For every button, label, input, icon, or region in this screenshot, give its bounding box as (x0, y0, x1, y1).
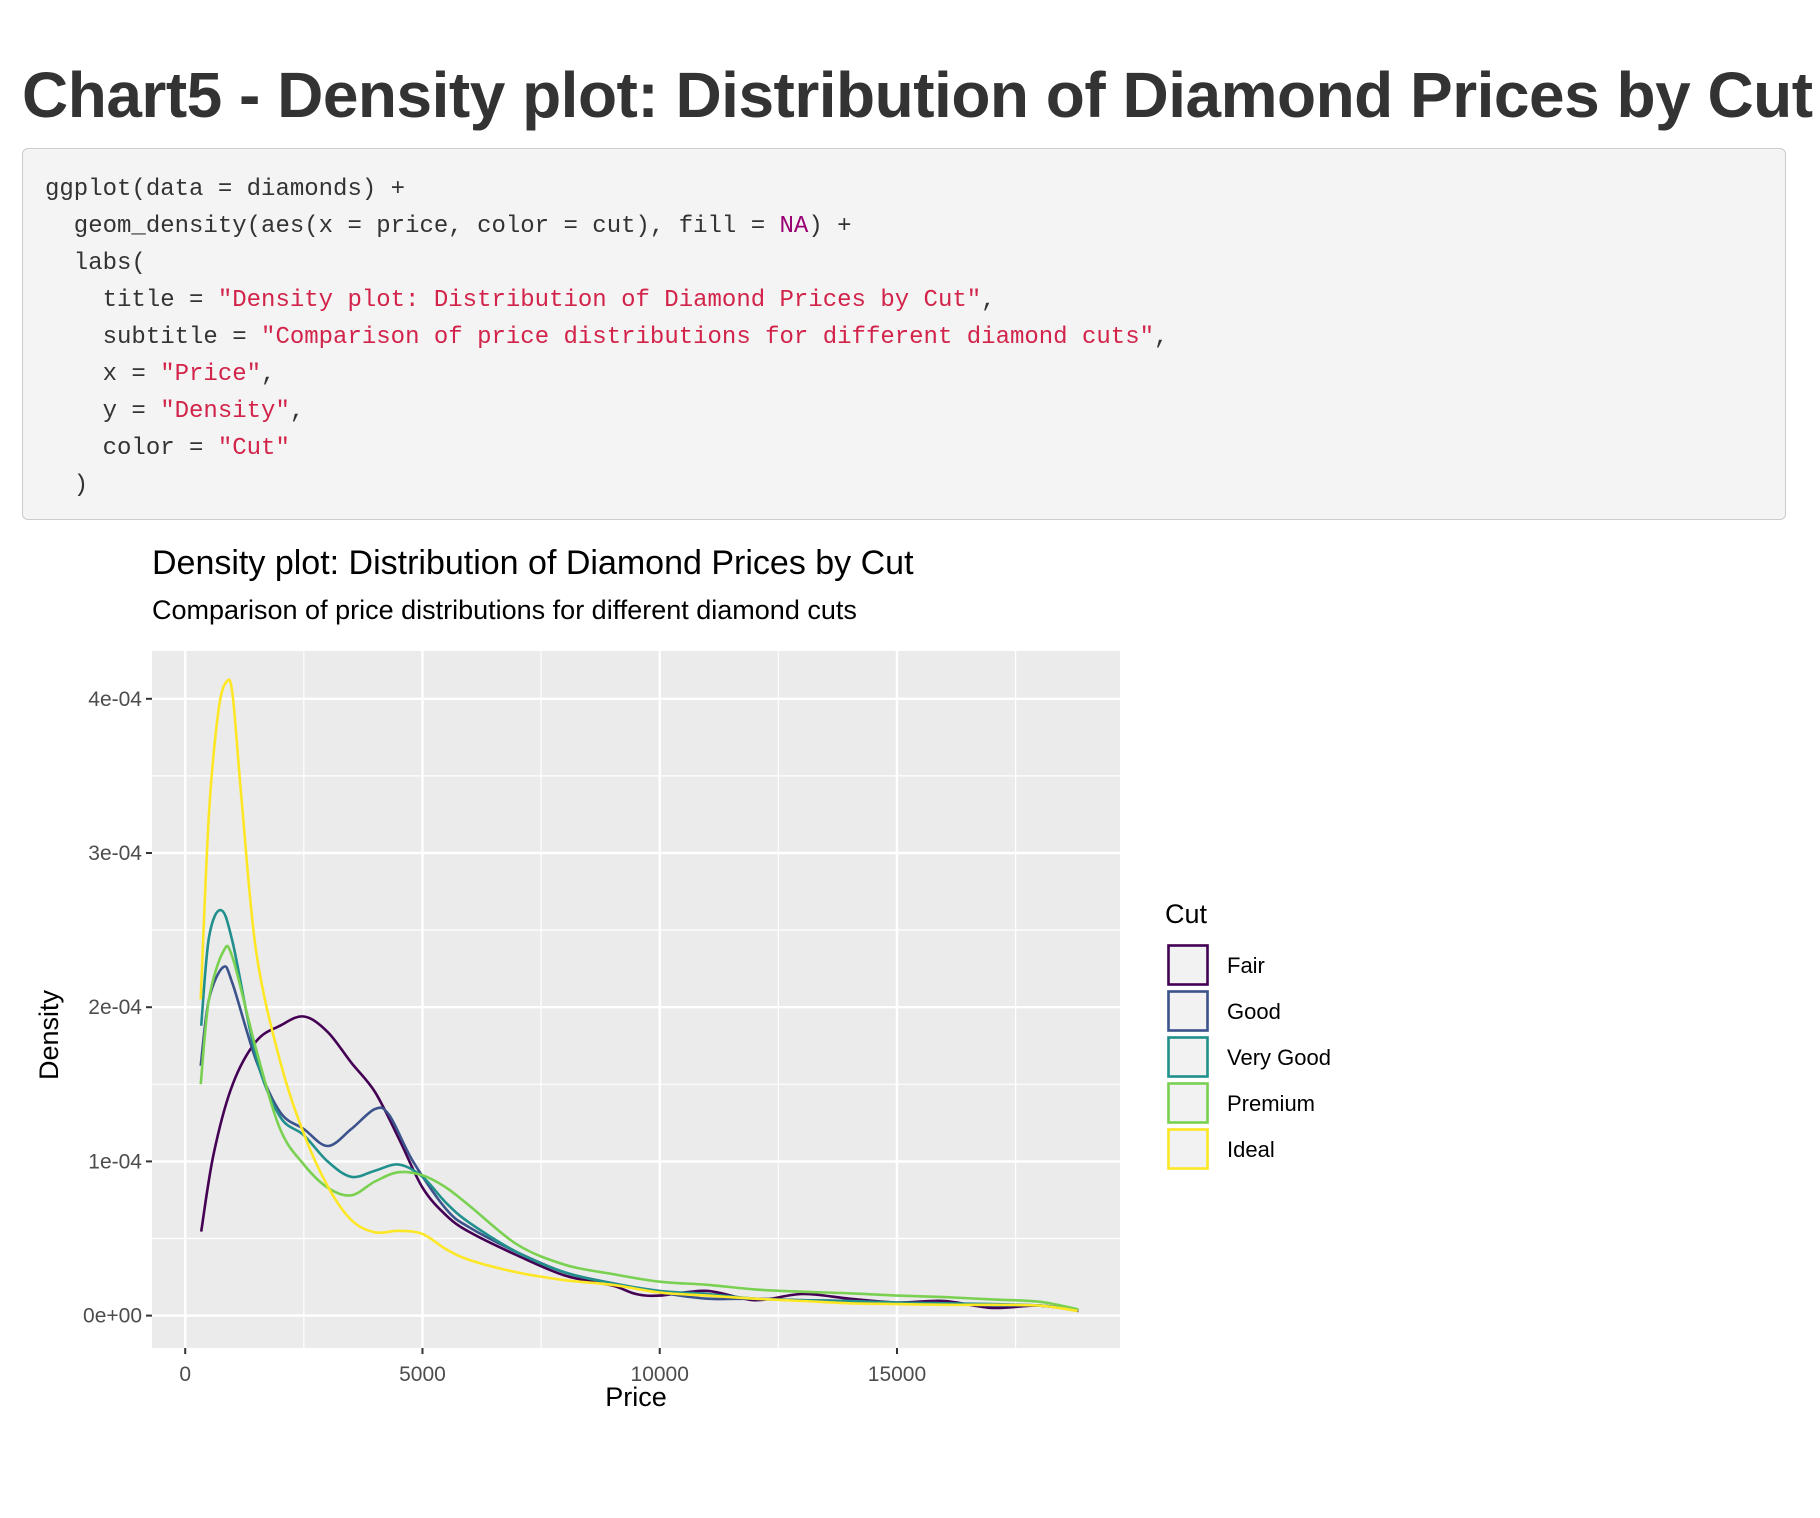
legend-label: Very Good (1227, 1045, 1331, 1070)
grid-major (152, 651, 1120, 1348)
x-tick-label: 5000 (399, 1363, 446, 1386)
legend-key (1167, 1082, 1209, 1124)
legend-label: Good (1227, 999, 1281, 1024)
code-text: geom_density(aes(x = price, color = cut)… (45, 213, 780, 240)
legend-label: Premium (1227, 1091, 1315, 1116)
code-string: "Density plot: Distribution of Diamond P… (217, 287, 982, 314)
code-text: x = (45, 361, 161, 388)
x-axis-label: Price (605, 1382, 667, 1412)
code-text: , (261, 361, 276, 388)
code-string: "Price" (160, 361, 262, 388)
legend-key-bg (1167, 1128, 1209, 1170)
chart-subtitle: Comparison of price distributions for di… (152, 595, 857, 625)
code-text: color = (45, 435, 218, 462)
plot-panel (152, 651, 1120, 1348)
x-axis: 0 5000 10000 15000 (179, 1348, 926, 1386)
code-text: , (289, 398, 305, 425)
code-text: , (981, 287, 996, 314)
code-text: ) (45, 472, 89, 499)
x-tick-label: 10000 (631, 1363, 689, 1386)
legend-key (1167, 990, 1209, 1032)
code-constant: NA (779, 213, 809, 240)
code-text: title = (45, 287, 218, 314)
code-text: , (1154, 324, 1169, 351)
code-line: ggplot(data = diamonds) + (45, 171, 1785, 208)
code-line: x = "Price", (45, 356, 1785, 393)
x-tick-label: 15000 (868, 1363, 926, 1386)
legend-title: Cut (1165, 899, 1208, 929)
legend-key (1167, 944, 1209, 986)
legend-key (1167, 1128, 1209, 1170)
series-lines (199, 678, 1079, 1313)
code-line: geom_density(aes(x = price, color = cut)… (45, 208, 1785, 245)
legend-label: Ideal (1227, 1137, 1275, 1162)
code-text: ggplot(data = diamonds) + (45, 176, 406, 203)
y-tick-label: 0e+00 (83, 1305, 142, 1328)
y-tick-label: 3e-04 (88, 842, 142, 865)
legend-label: Fair (1227, 953, 1265, 978)
x-tick-label: 0 (179, 1363, 191, 1386)
code-text: ) + (808, 213, 852, 240)
legend-key-bg (1167, 990, 1209, 1032)
code-text: labs( (45, 250, 146, 277)
code-line: ) (45, 467, 1785, 504)
density-line-premium (199, 944, 1079, 1311)
legend-key-bg (1167, 944, 1209, 986)
code-line: color = "Cut" (45, 430, 1785, 467)
page-title: Chart5 - Density plot: Distribution of D… (22, 59, 1813, 131)
density-line-very-good (199, 908, 1079, 1312)
y-tick-label: 4e-04 (88, 688, 142, 711)
chart-title: Density plot: Distribution of Diamond Pr… (152, 544, 914, 582)
legend-key-bg (1167, 1082, 1209, 1124)
density-chart: Density plot: Distribution of Diamond Pr… (34, 544, 1331, 1412)
y-axis-label: Density (34, 989, 64, 1080)
code-line: subtitle = "Comparison of price distribu… (45, 319, 1785, 356)
y-tick-label: 1e-04 (88, 1150, 142, 1173)
code-string: "Comparison of price distributions for d… (261, 324, 1154, 351)
code-line: title = "Density plot: Distribution of D… (45, 282, 1785, 319)
code-block: ggplot(data = diamonds) + geom_density(a… (22, 148, 1786, 520)
density-line-ideal (199, 678, 1078, 1313)
code-line: labs( (45, 245, 1785, 282)
y-axis: 0e+00 1e-04 2e-04 3e-04 4e-04 (83, 688, 152, 1328)
legend-key-bg (1167, 1036, 1209, 1078)
code-string: "Cut" (217, 435, 290, 462)
grid-minor (152, 651, 1120, 1348)
code-text: y = (45, 398, 161, 425)
code-text: subtitle = (45, 324, 262, 351)
legend-key (1167, 1036, 1209, 1078)
legend: Cut Fair Good Very Good Premium Ideal (1165, 899, 1331, 1170)
y-tick-label: 2e-04 (88, 996, 142, 1019)
code-line: y = "Density", (45, 393, 1785, 430)
code-string: "Density" (160, 398, 290, 425)
